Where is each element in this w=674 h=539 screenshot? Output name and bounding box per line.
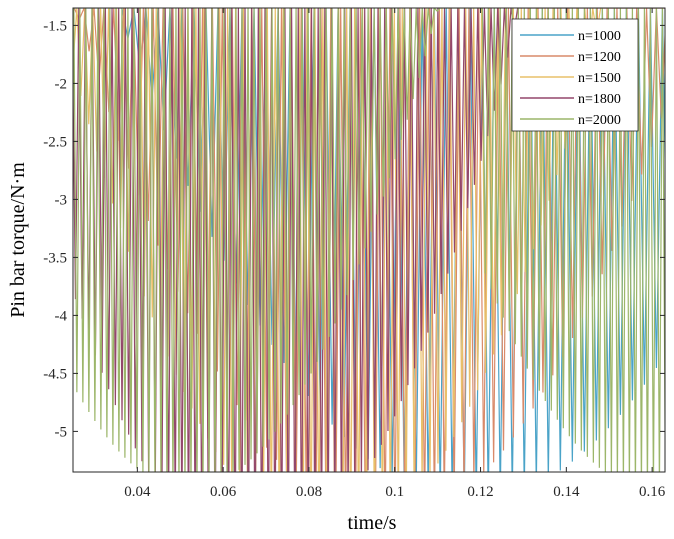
y-tick-label: -2.5 — [43, 134, 67, 150]
x-tick-label: 0.1 — [385, 484, 404, 500]
y-tick-label: -3 — [55, 192, 68, 208]
y-tick-label: -5 — [55, 424, 68, 440]
legend: n=1000 n=1200 n=1500 n=1800 n=2000 — [511, 18, 639, 132]
series-line-n-1800 — [73, 8, 665, 472]
x-tick-label: 0.06 — [210, 484, 237, 500]
y-tick-label: -4.5 — [43, 366, 67, 382]
y-axis-title: Pin bar torque/N·m — [7, 162, 29, 318]
legend-label: n=1200 — [578, 50, 621, 65]
y-tick-label: -2 — [55, 76, 68, 92]
x-tick-label: 0.04 — [124, 484, 151, 500]
x-tick-label: 0.12 — [467, 484, 493, 500]
y-tick-label: -4 — [55, 308, 68, 324]
x-tick-label: 0.16 — [639, 484, 666, 500]
legend-label: n=1500 — [578, 71, 621, 86]
legend-label: n=1800 — [578, 92, 621, 107]
y-axis: -1.5 -2 -2.5 -3 -3.5 -4 -4.5 -5 — [43, 18, 665, 440]
legend-box — [511, 18, 639, 132]
x-tick-label: 0.08 — [296, 484, 322, 500]
legend-label: n=2000 — [578, 113, 621, 128]
y-tick-label: -1.5 — [43, 18, 67, 34]
series-line-n-2000 — [73, 8, 665, 472]
x-axis: 0.04 0.06 0.08 0.1 0.12 0.14 0.16 — [124, 8, 666, 500]
x-axis-title: time/s — [348, 512, 397, 534]
x-tick-label: 0.14 — [553, 484, 580, 500]
plot-frame — [72, 7, 666, 473]
y-tick-label: -3.5 — [43, 250, 67, 266]
legend-label: n=1000 — [578, 29, 621, 44]
